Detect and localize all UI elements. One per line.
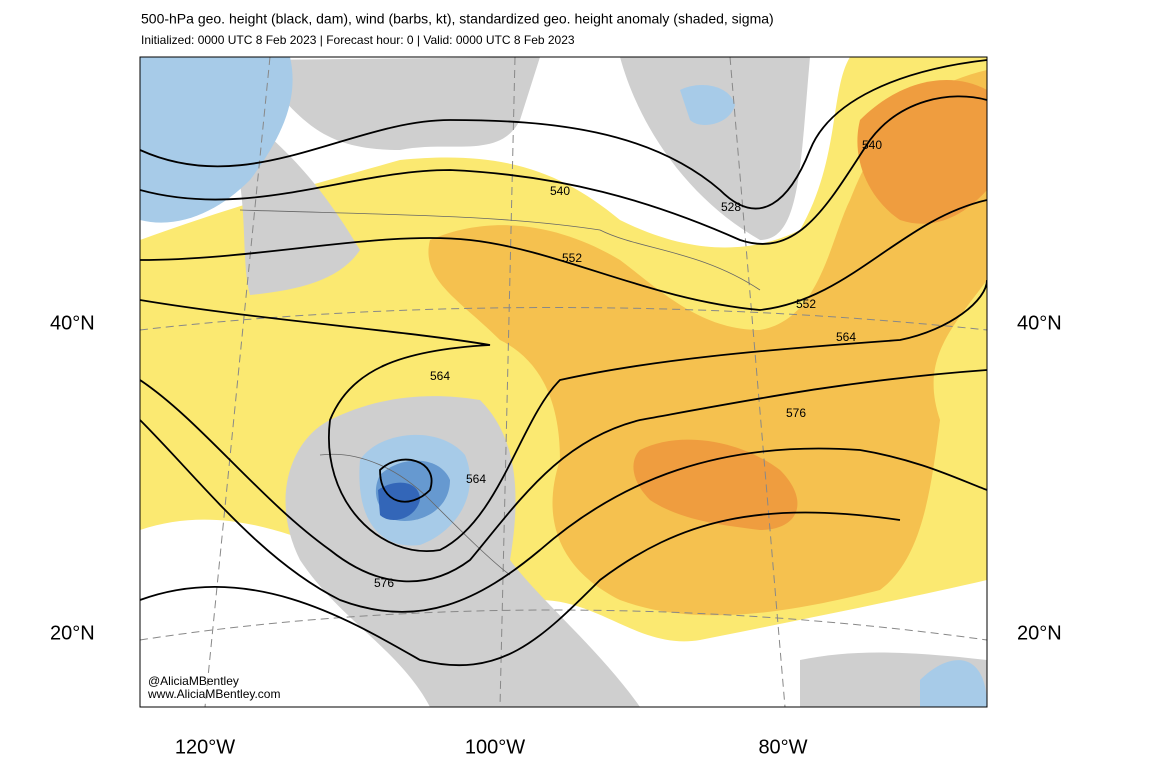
contour-label: 564 — [466, 472, 486, 486]
contour-label: 576 — [374, 576, 394, 590]
lat-label: 20°N — [50, 622, 95, 644]
lat-label: 40°N — [50, 312, 95, 334]
lon-label: 100°W — [465, 736, 525, 758]
subtitle: Initialized: 0000 UTC 8 Feb 2023 | Forec… — [141, 33, 575, 47]
contour-label: 540 — [862, 138, 882, 152]
contour-label: 576 — [786, 406, 806, 420]
contour-label: 552 — [562, 251, 582, 265]
contour-label: 564 — [836, 330, 856, 344]
lon-label: 80°W — [758, 736, 807, 758]
map-area — [140, 57, 987, 707]
lon-label: 120°W — [175, 736, 235, 758]
lat-label: 40°N — [1017, 312, 1062, 334]
lat-label: 20°N — [1017, 622, 1062, 644]
contour-label: 540 — [550, 184, 570, 198]
contour-label: 552 — [796, 297, 816, 311]
credit: www.AliciaMBentley.com — [147, 687, 280, 701]
title: 500-hPa geo. height (black, dam), wind (… — [141, 11, 774, 27]
contour-label: 528 — [721, 200, 741, 214]
credit: @AliciaMBentley — [148, 674, 239, 688]
contour-label: 564 — [430, 369, 450, 383]
map-frame — [139, 56, 988, 708]
